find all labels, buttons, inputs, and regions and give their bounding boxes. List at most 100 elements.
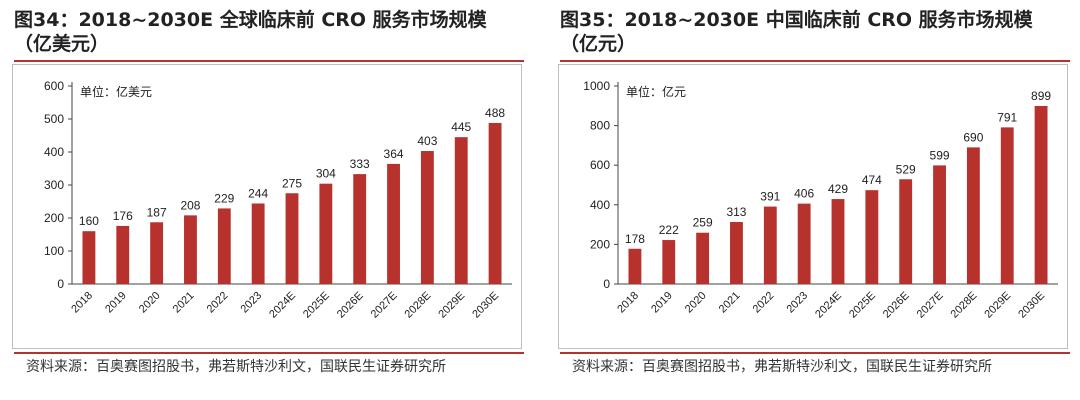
data-label: 178 [625, 232, 645, 246]
bar [797, 203, 811, 284]
x-tick-label: 2030E [1016, 290, 1047, 321]
y-tick-label: 400 [590, 198, 610, 212]
chart-title-line2: （亿美元） [14, 33, 110, 55]
x-tick-label: 2021 [171, 290, 197, 316]
data-label: 899 [1031, 89, 1051, 103]
y-tick-label: 400 [44, 145, 64, 159]
data-label: 313 [726, 205, 746, 219]
x-tick-label: 2024E [267, 290, 298, 321]
chart-frame [558, 64, 1068, 349]
data-label: 445 [451, 120, 471, 134]
bar [966, 147, 980, 284]
y-tick-label: 100 [44, 244, 64, 258]
x-tick-label: 2029E [436, 290, 467, 321]
bar [353, 174, 367, 284]
data-label: 406 [794, 187, 814, 201]
y-tick-label: 0 [57, 277, 64, 291]
bar [865, 190, 879, 284]
y-tick-label: 0 [603, 277, 610, 291]
data-label: 690 [963, 130, 983, 144]
x-tick-label: 2026E [881, 290, 912, 321]
data-label: 391 [760, 190, 780, 204]
bar [662, 240, 676, 284]
bar [454, 137, 468, 284]
y-tick-label: 500 [44, 112, 64, 126]
source-note: 资料来源：百奥赛图招股书，弗若斯特沙利文，国联民生证券研究所 [572, 359, 992, 375]
x-tick-label: 2030E [470, 290, 501, 321]
bar [1034, 105, 1048, 284]
data-label: 364 [384, 147, 404, 161]
x-tick-label: 2027E [915, 290, 946, 321]
chart-panel-china: 图35：2018~2030E 中国临床前 CRO 服务市场规模 （亿元） 0 20… [558, 0, 1078, 400]
bar [488, 122, 502, 285]
data-label: 275 [282, 176, 302, 190]
bar [82, 231, 96, 284]
data-label: 429 [828, 182, 848, 196]
data-label: 488 [485, 106, 505, 120]
data-label: 160 [79, 214, 99, 228]
chart-title-global: 图34：2018~2030E 全球临床前 CRO 服务市场规模 （亿美元） [14, 8, 524, 56]
data-label: 176 [113, 209, 133, 223]
bar [150, 222, 164, 284]
x-tick-label: 2029E [982, 290, 1013, 321]
x-tick-label: 2021 [717, 290, 743, 316]
x-tick-label: 2027E [369, 290, 400, 321]
chart-title-line2: （亿元） [560, 33, 637, 55]
unit-label: 单位：亿美元 [80, 84, 152, 99]
y-tick-label: 200 [44, 211, 64, 225]
bar [933, 165, 946, 284]
x-tick-label: 2018 [615, 290, 641, 316]
y-tick-label: 600 [590, 158, 610, 172]
bar [217, 208, 231, 284]
bar [628, 248, 642, 284]
data-label: 229 [214, 191, 234, 205]
data-label: 208 [180, 198, 200, 212]
bar [1000, 127, 1014, 284]
unit-label: 单位：亿元 [626, 84, 686, 99]
title-rule [14, 60, 524, 62]
x-tick-label: 2023 [784, 290, 810, 316]
bar-chart-china: 0 200 400 600 800 1000 单位：亿元 178 2018 222 2019 259 2… [558, 64, 1068, 349]
x-tick-label: 2024E [813, 290, 844, 321]
x-tick-label: 2028E [949, 290, 980, 321]
y-tick-label: 300 [44, 178, 64, 192]
x-tick-label: 2023 [238, 290, 264, 316]
x-tick-label: 2028E [403, 290, 434, 321]
x-tick-label: 2020 [137, 290, 163, 316]
bar [387, 163, 400, 284]
data-label: 222 [659, 223, 679, 237]
y-tick-label: 800 [590, 119, 610, 133]
bar [184, 215, 197, 284]
x-tick-label: 2019 [103, 290, 129, 316]
bar [251, 203, 265, 284]
bar [730, 222, 743, 284]
x-tick-label: 2022 [205, 290, 231, 316]
source-rule [560, 352, 1070, 354]
data-label: 791 [997, 110, 1017, 124]
bar [763, 206, 777, 284]
x-tick-label: 2022 [751, 290, 777, 316]
x-tick-label: 2020 [683, 290, 709, 316]
x-tick-label: 2026E [335, 290, 366, 321]
source-note: 资料来源：百奥赛图招股书，弗若斯特沙利文，国联民生证券研究所 [26, 359, 446, 375]
data-label: 403 [417, 134, 437, 148]
chart-frame [12, 64, 522, 349]
bar-chart-global: 0 100 200 300 400 500 600 单位：亿美元 160 2018 176 2019 1… [12, 64, 522, 349]
y-tick-label: 1000 [583, 79, 610, 93]
bar [899, 179, 913, 284]
x-tick-label: 2018 [69, 290, 95, 316]
chart-title-line1: 图34：2018~2030E 全球临床前 CRO 服务市场规模 [14, 9, 487, 31]
chart-panel-global: 图34：2018~2030E 全球临床前 CRO 服务市场规模 （亿美元） 0 1… [12, 0, 532, 400]
y-tick-label: 200 [590, 237, 610, 251]
data-label: 244 [248, 186, 268, 200]
data-label: 529 [896, 162, 916, 176]
x-tick-label: 2025E [301, 290, 332, 321]
chart-title-china: 图35：2018~2030E 中国临床前 CRO 服务市场规模 （亿元） [560, 8, 1070, 56]
bar [696, 232, 710, 284]
bar [319, 183, 333, 284]
bar [285, 193, 299, 284]
bar [831, 199, 845, 284]
x-tick-label: 2025E [847, 290, 878, 321]
data-label: 474 [862, 173, 882, 187]
data-label: 333 [350, 157, 370, 171]
